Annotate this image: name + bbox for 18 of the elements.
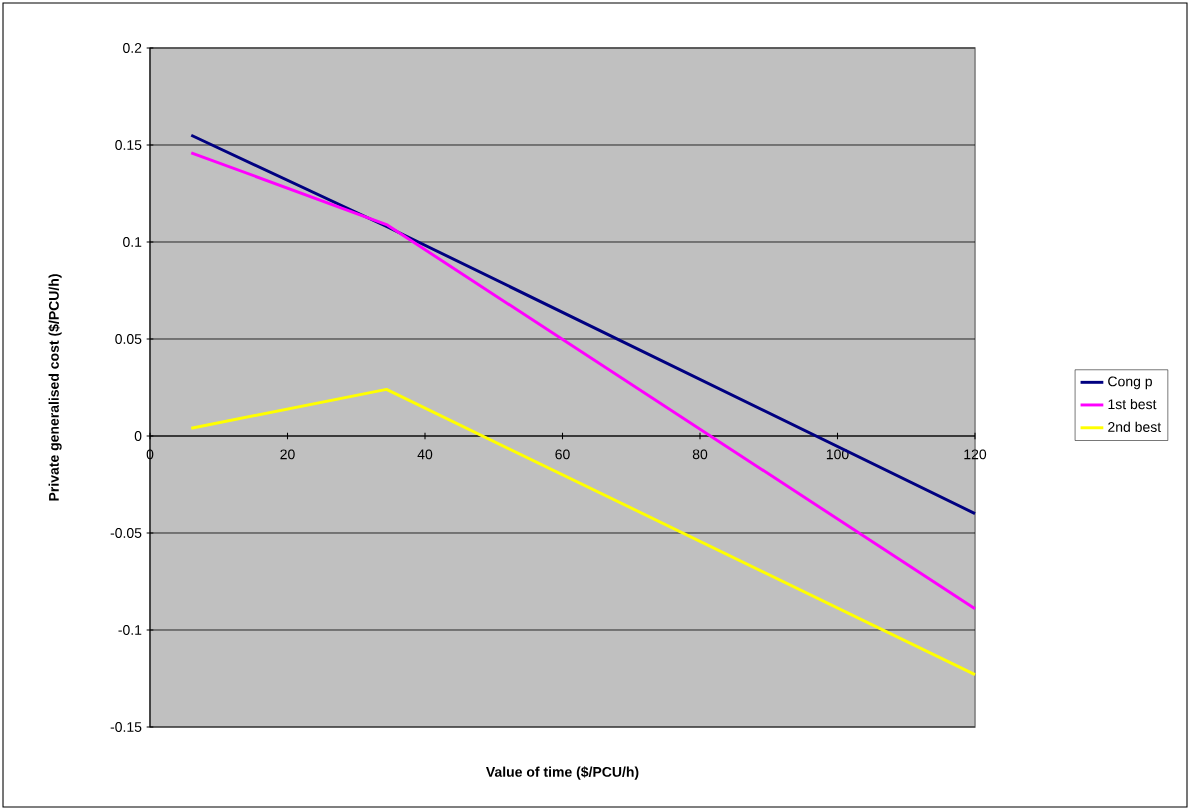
y-tick-label: 0.1: [123, 237, 142, 247]
x-axis-title: Value of time ($/PCU/h): [485, 766, 639, 780]
legend-label: 2nd best: [1108, 421, 1162, 432]
legend-label: 1st best: [1108, 398, 1157, 410]
x-tick-label: 80: [692, 449, 708, 460]
legend-label: Cong p: [1108, 376, 1152, 390]
x-tick-label: 40: [417, 449, 433, 460]
y-tick-label: -0.15: [110, 722, 142, 732]
y-tick-label: -0.1: [118, 625, 142, 635]
y-tick-label: 0.05: [115, 334, 142, 344]
x-tick-label: 120: [964, 449, 987, 460]
y-axis-title: Private generalised cost ($/PCU/h): [48, 274, 62, 501]
y-tick-label: 0: [134, 431, 142, 441]
y-tick-label: 0.2: [123, 43, 142, 53]
y-tick-label: 0.15: [115, 140, 142, 150]
x-tick-label: 20: [280, 449, 295, 460]
y-tick-label: -0.05: [110, 528, 142, 538]
x-tick-label: 60: [555, 449, 570, 460]
